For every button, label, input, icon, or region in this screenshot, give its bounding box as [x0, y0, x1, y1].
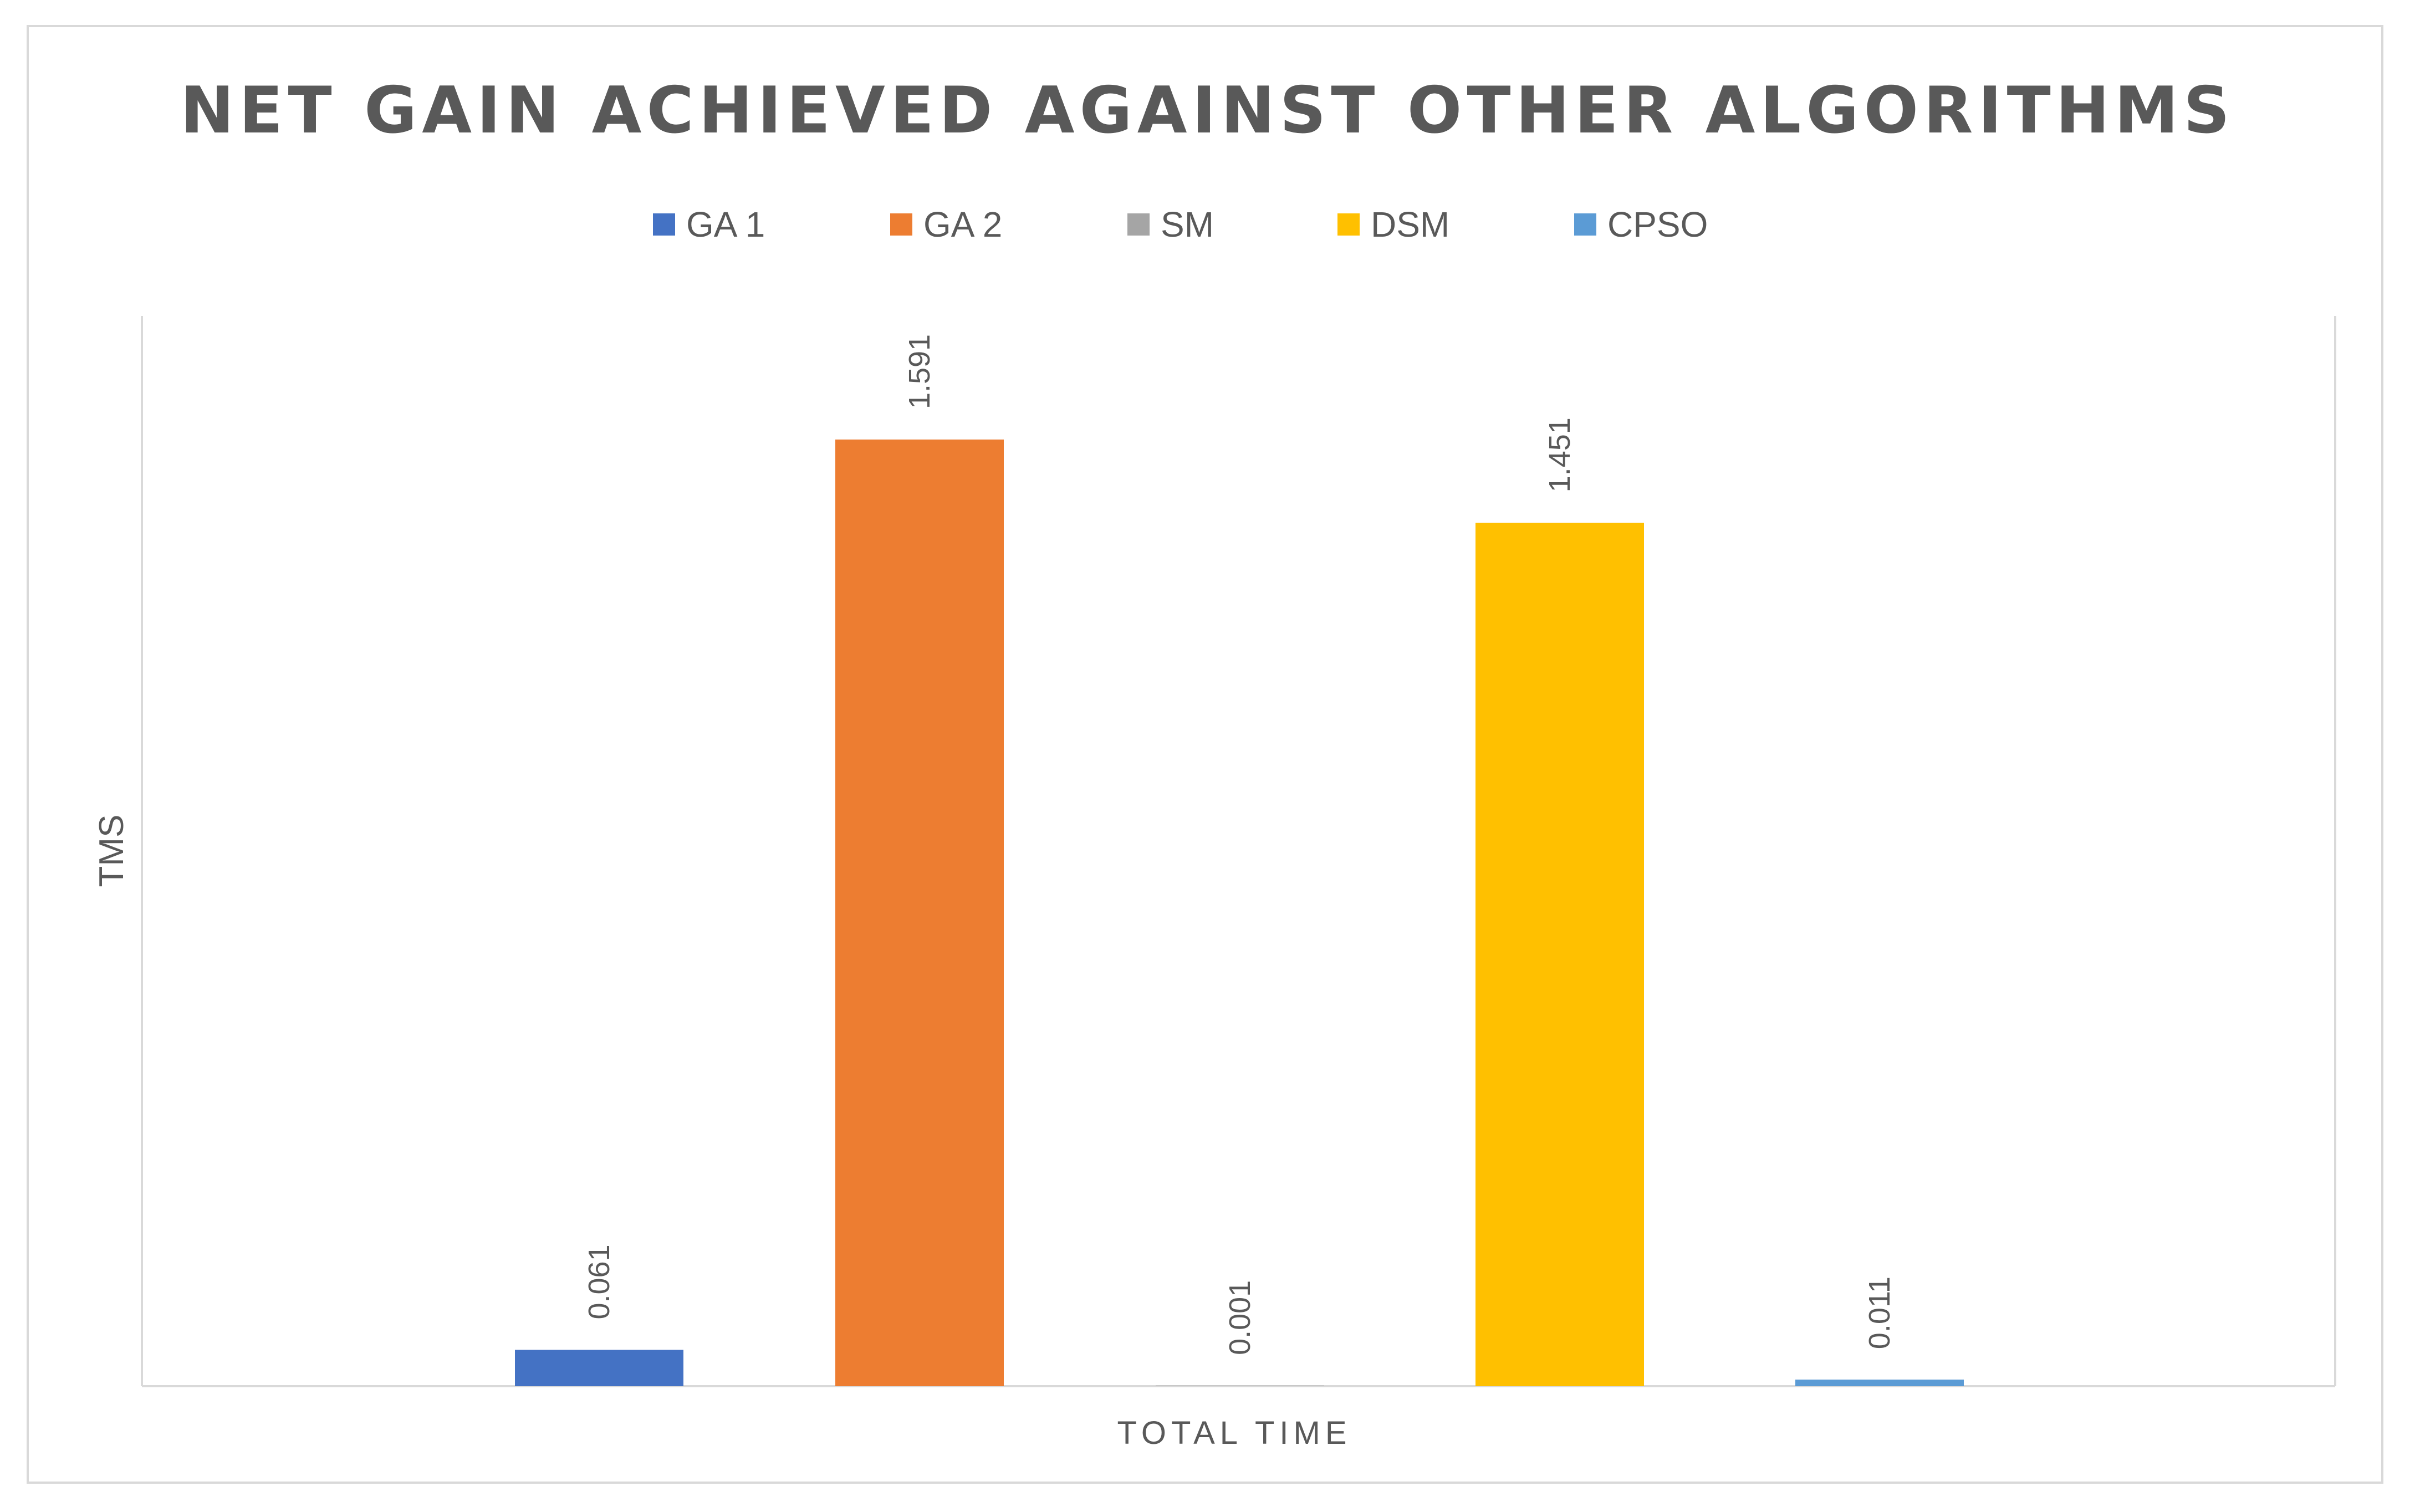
legend-label-ga2: GA 2	[923, 205, 1003, 244]
bars	[515, 440, 1964, 1386]
data-label-ga1: 0.061	[583, 1244, 616, 1319]
legend-label-ga1: GA 1	[686, 205, 765, 244]
data-labels: 0.061 1.591 0.001 1.451 0.011	[583, 334, 1896, 1355]
legend: GA 1 GA 2 SM DSM CPSO	[0, 200, 2415, 249]
data-label-sm: 0.001	[1223, 1280, 1257, 1355]
legend-label-dsm: DSM	[1371, 205, 1450, 244]
legend-swatch-dsm	[1337, 213, 1360, 236]
data-label-ga2: 1.591	[903, 334, 936, 409]
legend-item-dsm: DSM	[1337, 200, 1449, 249]
legend-item-ga1: GA 1	[653, 200, 765, 249]
bar-cpso	[1795, 1380, 1964, 1386]
chart-title: NET GAIN ACHIEVED AGAINST OTHER ALGORITH…	[180, 73, 2235, 148]
legend-swatch-sm	[1127, 213, 1150, 236]
legend-swatch-ga1	[653, 213, 675, 236]
data-label-dsm: 1.451	[1543, 417, 1576, 492]
legend-swatch-cpso	[1574, 213, 1596, 236]
chart-frame	[27, 25, 2383, 1484]
legend-item-cpso: CPSO	[1574, 200, 1708, 249]
bar-dsm	[1475, 523, 1644, 1386]
legend-item-ga2: GA 2	[890, 200, 1002, 249]
legend-label-cpso: CPSO	[1607, 205, 1708, 244]
legend-item-sm: SM	[1127, 200, 1214, 249]
bar-ga1	[515, 1350, 683, 1386]
bar-ga2	[835, 440, 1004, 1386]
y-axis-title: TMS	[93, 815, 131, 887]
legend-swatch-ga2	[890, 213, 912, 236]
x-axis-title: TOTAL TIME	[1117, 1415, 1351, 1451]
data-label-cpso: 0.011	[1863, 1276, 1896, 1349]
legend-label-sm: SM	[1161, 205, 1214, 244]
